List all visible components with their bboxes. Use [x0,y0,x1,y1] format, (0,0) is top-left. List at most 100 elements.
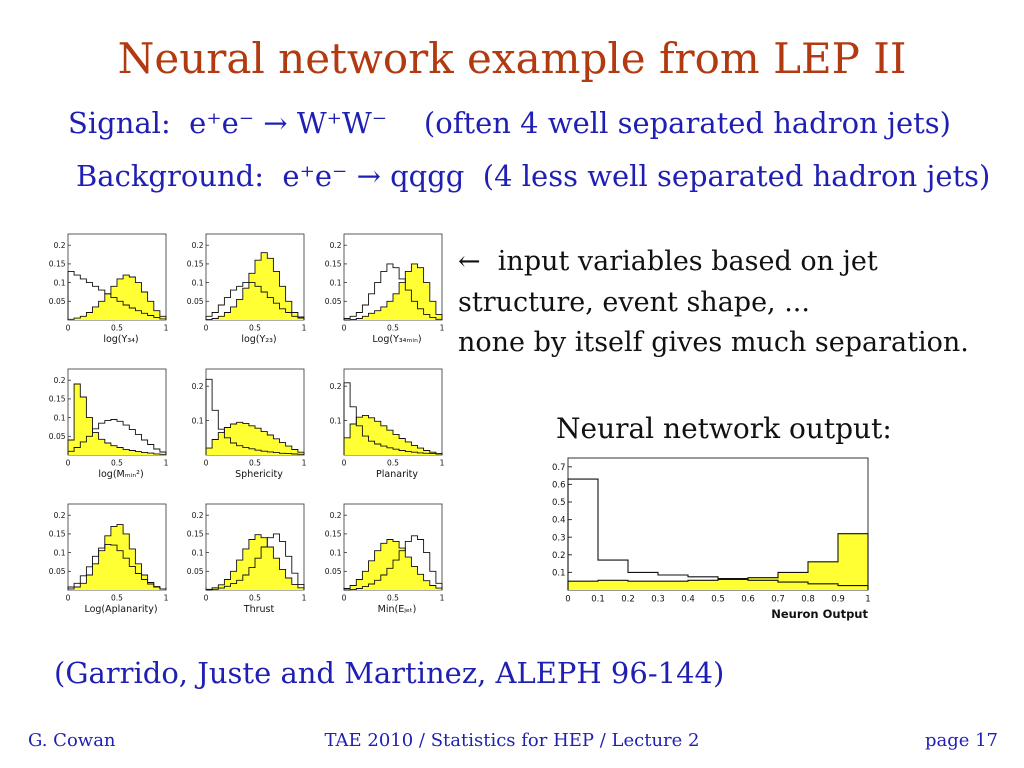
axis-text: Neuron Output [771,607,868,621]
axis-text: 0.05 [49,432,66,441]
axis-text: 0.9 [831,595,845,605]
axis-text: 1 [440,324,445,333]
axis-text: 0.1 [591,595,605,605]
background-histogram [205,378,305,455]
signal-histogram [344,263,443,321]
axis-text: 1 [164,324,169,333]
axis-text: 0.5 [111,324,123,333]
citation-text: (Garrido, Juste and Martinez, ALEPH 96-1… [54,656,725,690]
axis-text: 0.2 [192,382,204,391]
axis-text: 1 [440,594,445,603]
axis-text: 0.05 [49,297,66,306]
input-histogram-2: 0.05 0.1 0.15 0.2 0 0.5 1 log(Y₂₃) [187,233,307,345]
background-histogram [567,478,869,590]
axis-text: 0.1 [192,548,204,557]
axis-text: 0.7 [771,595,785,605]
axis-text: 0.5 [711,595,725,605]
axis-text: 0.5 [111,459,123,468]
axis-text: 0.1 [54,278,66,287]
input-histogram-6: 0.1 0.2 0 0.5 1 Planarity [330,368,445,480]
axis-text: 0 [66,594,71,603]
axis-text: Planarity [376,469,418,480]
axis-text: 0.6 [741,595,755,605]
axis-text: 0.15 [187,530,204,539]
axis-text: 0.2 [330,511,342,520]
axis-text: 0 [204,459,209,468]
axis-text: 0.1 [54,548,66,557]
axis-text: Sphericity [235,469,283,480]
axis-text: 1 [302,459,307,468]
axis-text: 0 [565,595,570,605]
signal-histogram [67,524,167,590]
axis-text: 0.1 [330,548,342,557]
axis-text: 0.1 [54,413,66,422]
axis-text: 0.5 [387,324,399,333]
signal-histogram [567,533,869,590]
footer-lecture-title: TAE 2010 / Statistics for HEP / Lecture … [324,730,700,751]
axis-text: 0.15 [49,395,66,404]
axis-text: 0 [342,459,347,468]
axis-text: 0.1 [330,416,342,425]
background-histogram [67,270,167,320]
axis-text: 0.3 [651,595,665,605]
axis-text: 0.2 [54,241,66,250]
axis-text: 0.4 [681,595,695,605]
axis-text: log(Mₘᵢₙ²) [98,469,143,480]
axis-text: 0.6 [552,480,566,490]
axis-text: 0.15 [325,530,342,539]
background-definition-text: Background: e⁺e⁻ → qqgg (4 less well sep… [76,159,991,193]
input-histogram-9: 0.05 0.1 0.15 0.2 0 0.5 1 Min(Eⱼₑₜ) [325,503,445,615]
axis-text: 0.05 [187,297,204,306]
axis-text: 0.1 [192,278,204,287]
axis-text: 0.2 [192,511,204,520]
axis-text: 0 [342,324,347,333]
axis-text: 0.5 [552,498,566,508]
axis-text: 0.5 [111,594,123,603]
axis-text: 1 [302,594,307,603]
signal-histogram [343,414,443,455]
axis-text: 0.2 [552,551,566,561]
axis-text: 0 [66,324,71,333]
axis-text: 0.1 [552,568,566,578]
input-variables-histogram-grid: 0.05 0.1 0.15 0.2 0 0.5 1 log(Y₃₄) 0.05 0.1 0.15 0.… [34,228,448,633]
axis-text: 0.5 [387,459,399,468]
axis-text: 0.15 [325,260,342,269]
signal-histogram [67,383,167,455]
nn-output-heading: Neural network output: [556,412,892,445]
axis-text: 1 [164,459,169,468]
axis-text: 0.15 [49,530,66,539]
footer-author: G. Cowan [28,730,116,751]
background-histogram [206,533,305,591]
axis-text: 0.2 [330,382,342,391]
axis-text: 0.05 [325,567,342,576]
axis-text: 0.15 [49,260,66,269]
axis-text: 0.15 [187,260,204,269]
axis-text: log(Y₂₃) [241,334,276,345]
axis-text: 0 [342,594,347,603]
input-variables-annotation: ← input variables based on jet structure… [458,246,969,358]
axis-text: 0.3 [552,533,566,543]
input-histogram-5: 0.1 0.2 0 0.5 1 Sphericity [192,368,307,480]
axis-text: 0 [204,324,209,333]
background-histogram [67,543,167,590]
nn-output-plot: 0.1 0.2 0.3 0.4 0.5 0.6 0.7 0 0.1 0.2 0.3 0.4 0.5 0.6… [522,448,894,628]
axis-text: 0.05 [187,567,204,576]
axis-text: 1 [865,595,870,605]
axis-text: 0.4 [552,516,566,526]
signal-histogram [205,421,305,455]
axis-text: 1 [440,459,445,468]
axis-text: 0.2 [192,241,204,250]
background-histogram [344,535,443,591]
axis-text: 0.2 [621,595,635,605]
input-histogram-8: 0.05 0.1 0.15 0.2 0 0.5 1 Thrust [187,503,307,615]
axis-text: Thrust [243,604,275,615]
footer: G. Cowan TAE 2010 / Statistics for HEP /… [0,730,1024,760]
axis-text: 0.2 [330,241,342,250]
background-histogram [67,419,167,455]
footer-page-number: page 17 [924,730,998,751]
slide-title: Neural network example from LEP II [117,34,907,83]
axis-text: 0 [204,594,209,603]
background-histogram [343,263,443,320]
axis-text: 0.7 [552,463,566,473]
axis-text: 0.2 [54,511,66,520]
